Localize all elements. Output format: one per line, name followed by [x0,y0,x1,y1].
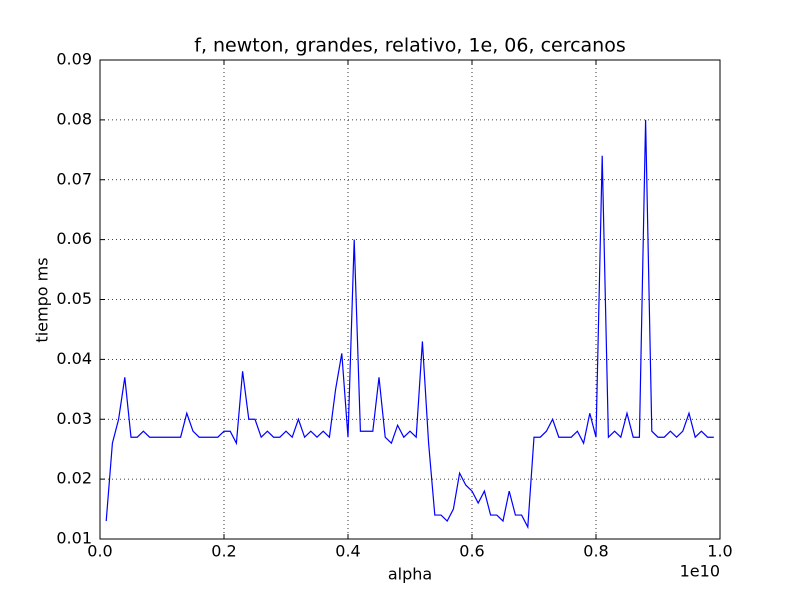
x-tick-label: 1.0 [707,542,732,561]
plot-frame [99,59,721,540]
y-tick-label: 0.03 [56,409,92,428]
data-line [105,119,714,530]
y-tick-label: 0.08 [56,109,92,128]
chart-title: f, newton, grandes, relativo, 1e, 06, ce… [194,35,626,57]
y-tick-label: 0.02 [56,469,92,488]
x-offset-label: 1e10 [680,562,720,581]
y-axis-label: tiempo ms [33,257,52,342]
y-tick-label: 0.05 [56,289,92,308]
x-tick-label: 0.4 [335,542,360,561]
y-tick-label: 0.04 [56,349,92,368]
x-tick-label: 0.2 [211,542,236,561]
y-tick-label: 0.06 [56,229,92,248]
y-tick-label: 0.09 [56,50,92,69]
x-tick-label: 0.6 [459,542,484,561]
x-tick-label: 0.8 [583,542,608,561]
y-tick-label: 0.01 [56,529,92,548]
x-axis-label: alpha [388,565,432,584]
x-tick-label: 0.0 [87,542,112,561]
y-tick-label: 0.07 [56,169,92,188]
